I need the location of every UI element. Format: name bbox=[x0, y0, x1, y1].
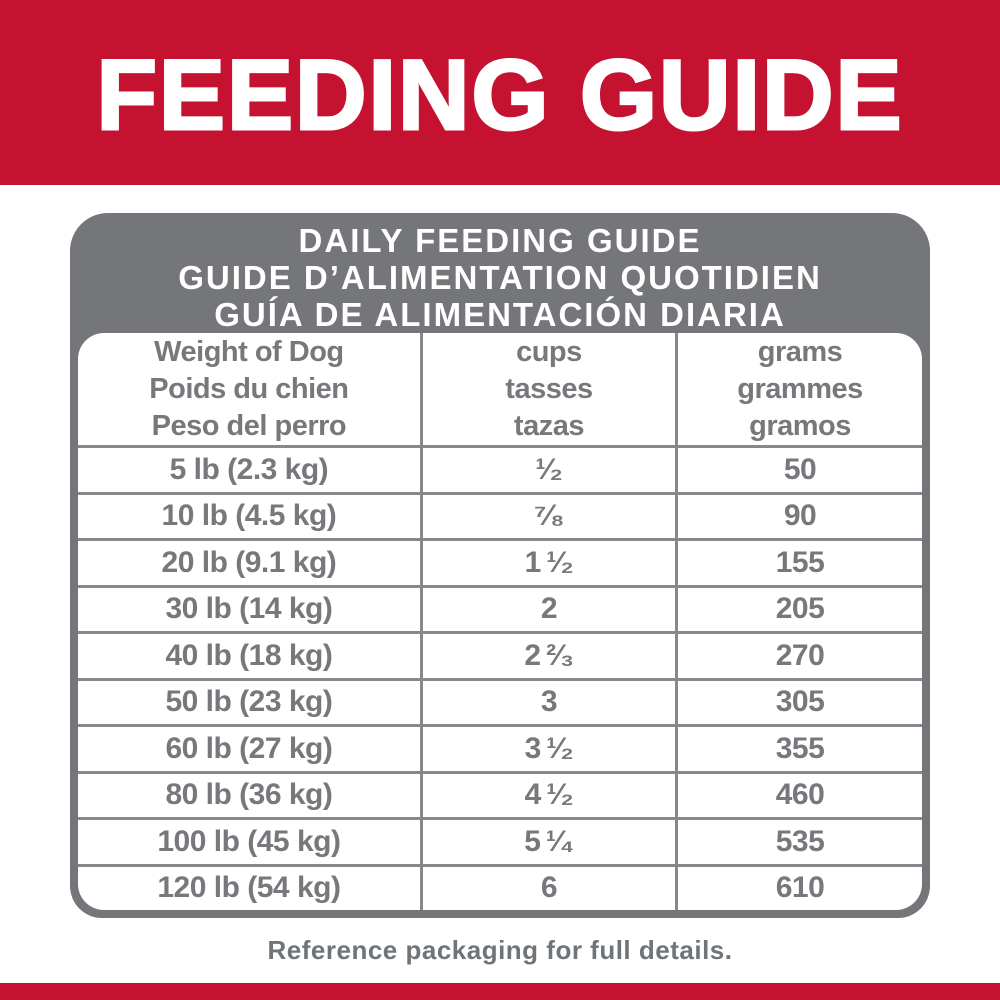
col-header-weight-es: Peso del perro bbox=[151, 409, 347, 442]
cups-cell: 2 bbox=[419, 587, 679, 631]
table-row: 40 lb (18 kg) 2 ²⁄₃ 270 bbox=[78, 631, 922, 678]
panel-heading: DAILY FEEDING GUIDE GUIDE D’ALIMENTATION… bbox=[78, 221, 922, 333]
grams-cell: 460 bbox=[775, 778, 825, 812]
grams-cell: 155 bbox=[775, 545, 825, 579]
cups-cell: 1 ¹⁄₂ bbox=[419, 541, 679, 585]
banner-title: FEEDING GUIDE bbox=[95, 37, 904, 151]
weight-cell: 50 lb (23 kg) bbox=[165, 685, 333, 719]
col-header-cups-fr: tasses bbox=[505, 372, 593, 405]
weight-cell: 100 lb (45 kg) bbox=[157, 824, 341, 858]
daily-feeding-guide-panel: DAILY FEEDING GUIDE GUIDE D’ALIMENTATION… bbox=[70, 213, 930, 918]
col-header-cups: cups tasses tazas bbox=[419, 333, 679, 445]
grams-cell: 355 bbox=[775, 731, 825, 765]
table-row: 20 lb (9.1 kg) 1 ¹⁄₂ 155 bbox=[78, 538, 922, 585]
col-header-weight: Weight of Dog Poids du chien Peso del pe… bbox=[78, 333, 420, 445]
cups-cell: 3 bbox=[419, 680, 679, 724]
col-header-grams-es: gramos bbox=[749, 409, 851, 442]
weight-cell: 80 lb (36 kg) bbox=[165, 778, 333, 812]
table-row: 60 lb (27 kg) 3 ¹⁄₂ 355 bbox=[78, 724, 922, 771]
col-header-grams-en: grams bbox=[757, 335, 843, 368]
panel-heading-line-fr: GUIDE D’ALIMENTATION QUOTIDIEN bbox=[178, 258, 822, 296]
panel-heading-line-es: GUÍA DE ALIMENTACIÓN DIARIA bbox=[214, 295, 786, 333]
cups-cell: 3 ¹⁄₂ bbox=[419, 727, 679, 771]
col-header-grams: grams grammes gramos bbox=[678, 333, 922, 445]
weight-cell: 20 lb (9.1 kg) bbox=[161, 545, 337, 579]
footnote: Reference packaging for full details. bbox=[267, 935, 733, 965]
weight-cell: 10 lb (4.5 kg) bbox=[161, 499, 337, 533]
table-row: 50 lb (23 kg) 3 305 bbox=[78, 677, 922, 724]
weight-cell: 30 lb (14 kg) bbox=[165, 592, 333, 626]
table-row: 120 lb (54 kg) 6 610 bbox=[78, 863, 922, 910]
cups-cell: 4 ¹⁄₂ bbox=[419, 773, 679, 817]
cups-cell: 5 ¹⁄₄ bbox=[419, 820, 679, 864]
panel-heading-line-en: DAILY FEEDING GUIDE bbox=[298, 221, 702, 259]
cups-cell: ¹⁄₂ bbox=[419, 448, 679, 492]
table-row: 5 lb (2.3 kg) ¹⁄₂ 50 bbox=[78, 445, 922, 492]
cups-cell: 6 bbox=[419, 866, 679, 910]
table-row: 10 lb (4.5 kg) ⁷⁄₈ 90 bbox=[78, 491, 922, 538]
col-header-grams-fr: grammes bbox=[737, 372, 863, 405]
col-header-weight-fr: Poids du chien bbox=[149, 372, 349, 405]
weight-cell: 40 lb (18 kg) bbox=[165, 638, 333, 672]
table-row: 80 lb (36 kg) 4 ¹⁄₂ 460 bbox=[78, 770, 922, 817]
weight-cell: 120 lb (54 kg) bbox=[157, 871, 341, 905]
feeding-table: Weight of Dog Poids du chien Peso del pe… bbox=[78, 333, 922, 910]
footnote-area: Reference packaging for full details. bbox=[0, 918, 1000, 983]
table-header-row: Weight of Dog Poids du chien Peso del pe… bbox=[78, 333, 922, 445]
feeding-guide-banner: FEEDING GUIDE bbox=[0, 0, 1000, 185]
weight-cell: 5 lb (2.3 kg) bbox=[169, 452, 329, 486]
grams-cell: 305 bbox=[775, 685, 825, 719]
col-header-weight-en: Weight of Dog bbox=[154, 335, 344, 368]
table-row: 30 lb (14 kg) 2 205 bbox=[78, 584, 922, 631]
table-row: 100 lb (45 kg) 5 ¹⁄₄ 535 bbox=[78, 817, 922, 864]
grams-cell: 50 bbox=[783, 452, 817, 486]
grams-cell: 535 bbox=[775, 824, 825, 858]
cups-cell: 2 ²⁄₃ bbox=[419, 634, 679, 678]
bottom-red-bar bbox=[0, 983, 1000, 1000]
col-header-cups-es: tazas bbox=[513, 409, 585, 442]
col-header-cups-en: cups bbox=[516, 335, 582, 368]
grams-cell: 610 bbox=[775, 871, 825, 905]
grams-cell: 205 bbox=[775, 592, 825, 626]
weight-cell: 60 lb (27 kg) bbox=[165, 731, 333, 765]
grams-cell: 270 bbox=[775, 638, 825, 672]
cups-cell: ⁷⁄₈ bbox=[419, 494, 679, 538]
grams-cell: 90 bbox=[783, 499, 817, 533]
